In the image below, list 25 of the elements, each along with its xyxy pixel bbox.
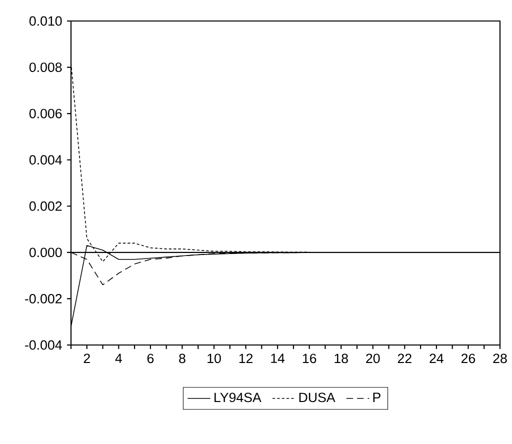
x-tick-label: 4 bbox=[115, 354, 122, 363]
y-tick-label: 0.002 bbox=[29, 201, 62, 211]
x-tick-label: 20 bbox=[366, 354, 380, 364]
x-tick-label: 18 bbox=[334, 354, 348, 364]
x-tick-label: 16 bbox=[302, 354, 316, 364]
x-tick-label: 26 bbox=[461, 354, 476, 364]
x-tick-label: 2 bbox=[84, 354, 90, 364]
x-tick-label: 14 bbox=[271, 354, 285, 363]
x-tick-label: 6 bbox=[147, 354, 154, 364]
x-tick-label: 22 bbox=[398, 354, 412, 364]
y-tick-label: 0.010 bbox=[29, 16, 62, 26]
x-tick-label: 10 bbox=[208, 354, 221, 364]
y-tick-label: -0.004 bbox=[25, 340, 62, 350]
y-tick-label: 0.004 bbox=[29, 155, 62, 165]
y-tick-label: 0.000 bbox=[29, 248, 62, 258]
x-tick-label: 8 bbox=[179, 354, 186, 364]
x-tick-label: 28 bbox=[493, 354, 507, 364]
x-tick-label: 24 bbox=[430, 354, 444, 364]
x-tick-label: 12 bbox=[239, 354, 253, 364]
legend-label: P bbox=[373, 392, 380, 402]
y-tick-label: -0.002 bbox=[25, 294, 62, 304]
y-tick-label: 0.006 bbox=[29, 108, 62, 118]
legend-label: DUSA bbox=[299, 392, 336, 402]
legend-label: LY94SA bbox=[214, 392, 262, 402]
y-tick-label: 0.008 bbox=[29, 62, 62, 72]
